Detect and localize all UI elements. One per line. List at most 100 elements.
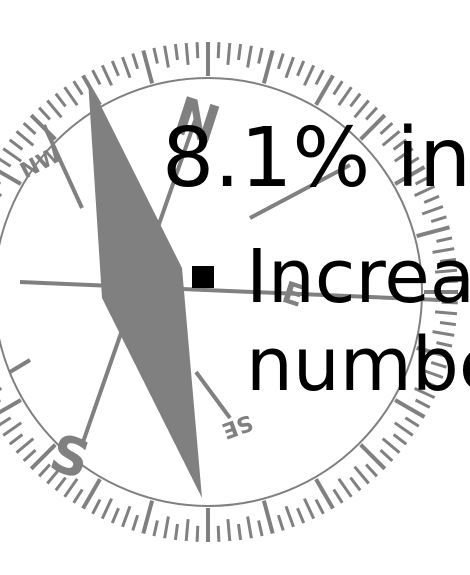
bullet-text-line-2: numbe bbox=[246, 322, 470, 408]
compass-tick bbox=[0, 157, 12, 168]
compass-tick bbox=[430, 215, 447, 224]
northwest-label: NW bbox=[16, 142, 65, 184]
compass-tick bbox=[434, 268, 458, 274]
compass-tick bbox=[8, 138, 24, 151]
compass-tick bbox=[392, 433, 408, 446]
compass-tick bbox=[246, 45, 253, 68]
compass-tick bbox=[0, 416, 12, 427]
south-label: S bbox=[43, 423, 97, 492]
compass-tick bbox=[393, 147, 414, 163]
compass-tick bbox=[46, 99, 63, 119]
compass-tick bbox=[314, 478, 335, 510]
compass-tick bbox=[2, 147, 23, 163]
compass-tick bbox=[332, 488, 344, 504]
southeast-line bbox=[194, 370, 232, 420]
compass-tick bbox=[416, 345, 451, 359]
compass-tick bbox=[121, 56, 132, 79]
compass-tick bbox=[91, 69, 102, 86]
compass-tick bbox=[441, 300, 458, 305]
compass-tick bbox=[22, 121, 37, 136]
compass-tick bbox=[15, 437, 35, 454]
compass-tick bbox=[237, 523, 243, 541]
compass-tick bbox=[37, 463, 52, 478]
compass-tick bbox=[22, 448, 37, 463]
compass-tick bbox=[152, 520, 159, 537]
compass-tick bbox=[0, 169, 22, 186]
compass-tick bbox=[364, 463, 379, 478]
compass-tick bbox=[379, 121, 394, 136]
compass-tick bbox=[173, 43, 179, 61]
compass-tick bbox=[436, 236, 453, 243]
northeast-line bbox=[249, 163, 351, 220]
compass-tick bbox=[349, 92, 362, 108]
compass-tick bbox=[246, 516, 253, 539]
compass-tick bbox=[0, 387, 3, 391]
compass-tick bbox=[184, 518, 190, 542]
compass-tick bbox=[121, 505, 132, 528]
compass-tick bbox=[421, 368, 444, 379]
compass-tick bbox=[314, 74, 335, 106]
compass-tick bbox=[416, 225, 451, 239]
compass-tick bbox=[394, 165, 426, 186]
compass-tick bbox=[0, 398, 22, 415]
compass-tick bbox=[430, 360, 447, 369]
compass-tick bbox=[337, 477, 353, 498]
compass-tick bbox=[81, 478, 102, 510]
compass-tick-ring bbox=[0, 42, 458, 542]
compass-tick bbox=[37, 106, 52, 121]
compass-tick bbox=[2, 421, 23, 437]
compass-tick bbox=[284, 505, 295, 528]
bullet-text-line-1: Increas bbox=[246, 234, 470, 320]
compass-tick bbox=[54, 476, 67, 492]
compass-tick bbox=[432, 330, 455, 337]
compass-tick bbox=[436, 341, 453, 348]
compass-tick bbox=[441, 279, 458, 284]
compass-inner-circle bbox=[0, 77, 423, 507]
compass-tick bbox=[54, 92, 67, 108]
compass-tick bbox=[72, 488, 84, 504]
compass-tick bbox=[434, 310, 458, 316]
compass-tick bbox=[439, 257, 457, 263]
compass-tick bbox=[379, 448, 394, 463]
compass-tick bbox=[404, 416, 420, 428]
compass-tick bbox=[131, 514, 140, 531]
compass-tick bbox=[110, 60, 120, 77]
compass-tick bbox=[261, 500, 275, 535]
compass-tick bbox=[337, 86, 353, 107]
southwest-line bbox=[8, 358, 32, 374]
compass-tick bbox=[152, 47, 159, 64]
compass-tick bbox=[226, 518, 232, 542]
compass-tick bbox=[353, 99, 370, 119]
compass-tick bbox=[257, 520, 264, 537]
compass-tick bbox=[131, 53, 140, 70]
compass-tick bbox=[91, 498, 102, 515]
compass-tick bbox=[296, 507, 306, 524]
compass-tick bbox=[404, 156, 420, 168]
compass-tick bbox=[314, 498, 325, 515]
compass-tick bbox=[15, 130, 35, 147]
east-west-line bbox=[19, 280, 441, 302]
compass-tick bbox=[0, 193, 3, 197]
compass-tick bbox=[163, 516, 170, 539]
slide-headline: 8.1% inc bbox=[162, 111, 470, 206]
compass-tick bbox=[439, 321, 457, 327]
compass-tick bbox=[141, 49, 155, 84]
compass-tick bbox=[110, 507, 120, 524]
compass-tick bbox=[381, 130, 401, 147]
compass-tick bbox=[141, 500, 155, 535]
compass-tick bbox=[359, 443, 387, 471]
compass-tick bbox=[359, 113, 387, 141]
compass-tick bbox=[381, 437, 401, 454]
compass-tick bbox=[100, 64, 113, 87]
compass-tick bbox=[296, 60, 306, 77]
compass-tick bbox=[184, 42, 190, 66]
compass-needle bbox=[88, 80, 202, 498]
compass-tick bbox=[413, 184, 436, 197]
compass-tick bbox=[423, 194, 440, 204]
compass-tick bbox=[72, 80, 84, 96]
bullet-marker bbox=[192, 266, 214, 288]
compass-direction-lines bbox=[8, 117, 441, 446]
compass-tick bbox=[392, 138, 408, 151]
